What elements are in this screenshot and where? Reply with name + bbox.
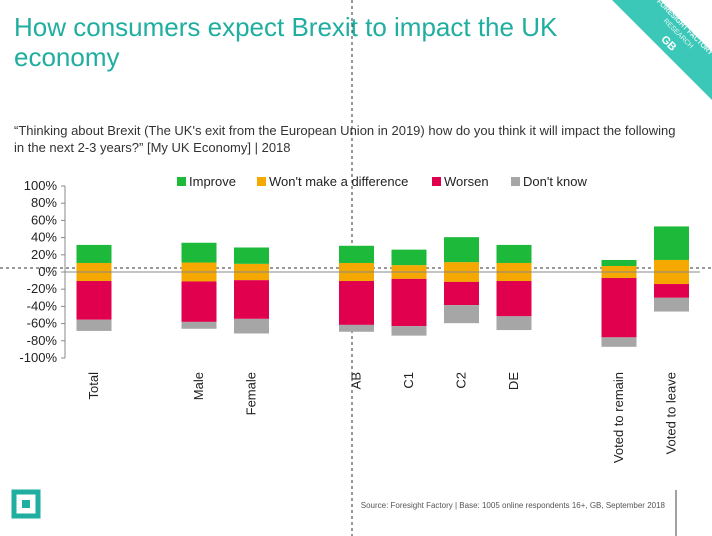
y-tick-label: 60% [31, 212, 57, 227]
y-tick-label: 80% [31, 195, 57, 210]
legend-swatch [511, 177, 520, 186]
y-tick-label: 40% [31, 230, 57, 245]
logo [11, 489, 41, 519]
legend-swatch [257, 177, 266, 186]
legend-label: Worsen [444, 174, 489, 189]
x-tick-label: AB [349, 372, 364, 389]
bar-segment [234, 280, 269, 319]
bar-segment [339, 281, 374, 325]
x-tick-label: Voted to remain [611, 372, 626, 463]
bar-segment [181, 281, 217, 322]
subtitle-box: “Thinking about Brexit (The UK's exit fr… [14, 123, 676, 155]
legend-swatch [177, 177, 186, 186]
logo [22, 500, 30, 508]
bar-segment [601, 259, 637, 266]
bar-segment [444, 237, 479, 263]
legend-swatch [432, 177, 441, 186]
x-tick-label: C2 [454, 372, 469, 389]
y-tick-label: 20% [31, 247, 57, 262]
subtitle: “Thinking about Brexit (The UK's exit fr… [14, 123, 676, 155]
x-tick-label: DE [506, 372, 521, 390]
bar-segment [234, 318, 269, 334]
bar-segment [391, 278, 427, 327]
title-box: How consumers expect Brexit to impact th… [14, 12, 558, 72]
legend-label: Improve [189, 174, 236, 189]
bar-segment [391, 249, 427, 266]
x-tick-label: C1 [401, 372, 416, 389]
legend-label: Don't know [523, 174, 588, 189]
chart-title: How consumers expect Brexit to impact th… [14, 12, 558, 72]
bar-segment [181, 321, 217, 329]
x-tick-label: Female [244, 372, 259, 415]
y-tick-label: -40% [27, 298, 58, 313]
bar-segment [496, 281, 532, 317]
bar-segment [76, 281, 112, 320]
x-tick-label: Male [191, 372, 206, 400]
bar-segment [654, 297, 689, 312]
bar-segment [76, 244, 112, 263]
bar-segment [654, 284, 689, 298]
bar-segment [601, 337, 637, 347]
bar-segment [496, 244, 532, 263]
x-tick-label: Total [86, 372, 101, 400]
bar-segment [444, 281, 479, 306]
bar-segment [181, 242, 217, 263]
bar-segment [496, 316, 532, 331]
source: Source: Foresight Factory | Base: 1005 o… [361, 501, 666, 510]
bar-segment [234, 247, 269, 264]
bar-segment [339, 324, 374, 332]
y-tick-label: 100% [24, 178, 58, 193]
y-tick-label: 0% [38, 264, 57, 279]
legend-label: Won't make a difference [269, 174, 408, 189]
bar-segment [339, 245, 374, 263]
corner-ribbon [612, 0, 712, 100]
x-tick-label: Voted to leave [664, 372, 679, 454]
bar-segment [391, 326, 427, 336]
bar-segment [76, 319, 112, 331]
bar-segment [444, 305, 479, 324]
y-tick-label: -80% [27, 333, 58, 348]
bar-segment [601, 278, 637, 338]
y-tick-label: -60% [27, 316, 58, 331]
y-tick-label: -20% [27, 281, 58, 296]
bar-segment [654, 226, 689, 260]
y-tick-label: -100% [19, 350, 57, 365]
